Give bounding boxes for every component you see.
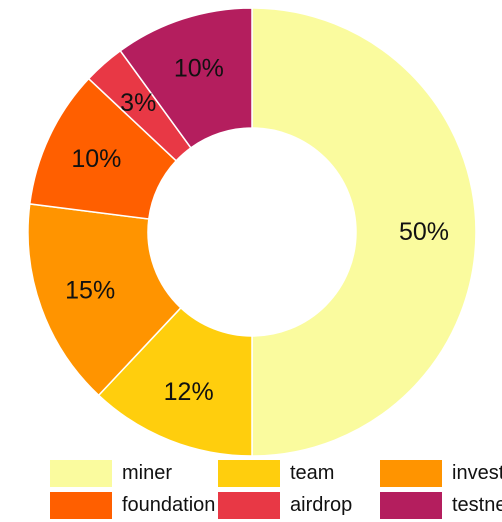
slice-label-miner: 50% [399, 218, 449, 246]
donut-chart: 50% 12% 15% 10% 3% 10% [27, 7, 477, 457]
legend-item-airdrop: airdrop [218, 491, 352, 519]
legend-swatch-airdrop [218, 491, 280, 519]
legend-item-foundation: foundation [50, 491, 215, 519]
legend-item-investor: investor [380, 459, 502, 487]
legend-label-team: team [290, 462, 335, 484]
slice-label-testnet: 10% [174, 54, 224, 82]
legend-item-team: team [218, 459, 334, 487]
chart-legend: miner team investor foundation airdrop testne… [0, 458, 502, 522]
slice-label-investor: 15% [65, 276, 115, 304]
legend-label-investor: investor [452, 462, 502, 484]
legend-item-miner: miner [50, 459, 172, 487]
legend-label-testnet: testnet [452, 494, 502, 516]
legend-label-miner: miner [122, 462, 173, 484]
slice-investor [27, 203, 182, 397]
slice-testnet [119, 7, 253, 149]
slice-label-airdrop: 3% [120, 89, 156, 117]
legend-label-foundation: foundation [122, 494, 216, 516]
slice-label-team: 12% [164, 378, 214, 406]
slice-label-foundation: 10% [71, 145, 121, 173]
legend-swatch-miner [50, 459, 112, 487]
chart-slice-labels: 50% 12% 15% 10% 3% 10% [65, 54, 449, 406]
legend-swatch-team [218, 459, 280, 487]
slice-miner [251, 7, 477, 457]
legend-label-airdrop: airdrop [290, 494, 353, 516]
legend-swatch-testnet [380, 491, 442, 519]
legend-swatch-foundation [50, 491, 112, 519]
legend-item-testnet: testnet [380, 491, 502, 519]
chart-slices [27, 7, 477, 457]
legend-swatch-investor [380, 459, 442, 487]
